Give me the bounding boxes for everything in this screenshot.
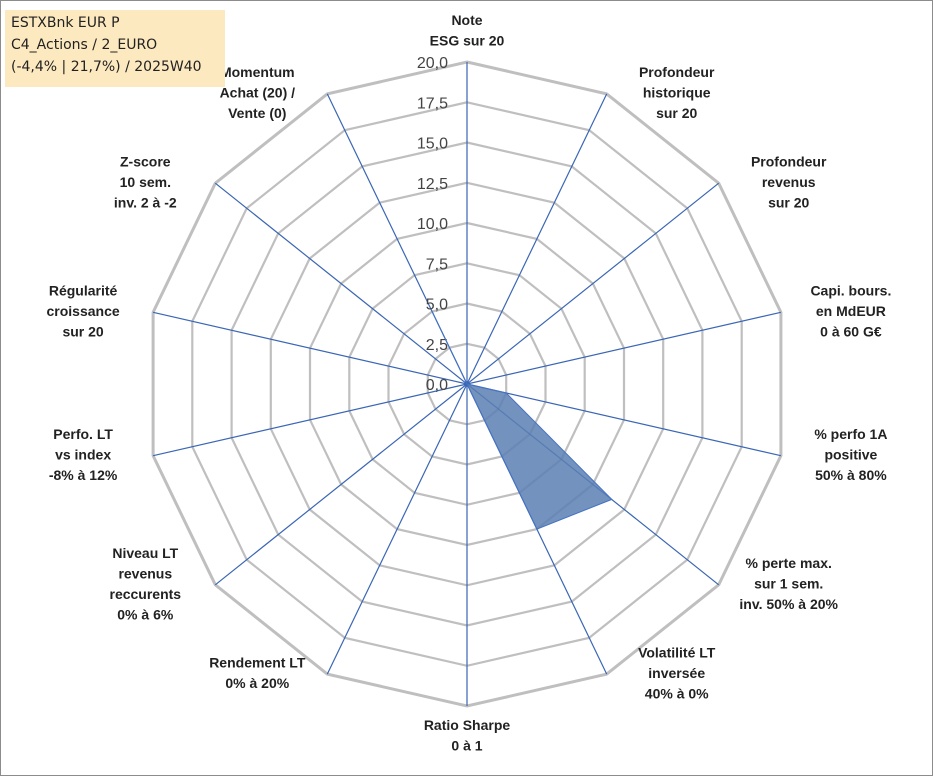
axis-label-line: sur 20 bbox=[656, 105, 697, 121]
axis-spoke bbox=[466, 311, 782, 385]
axis-label-line: sur 1 sem. bbox=[754, 576, 823, 592]
axis-label-line: -8% à 12% bbox=[49, 467, 118, 483]
axis-label-line: % perte max. bbox=[746, 555, 832, 571]
axis-label: Profondeur historique sur 20 bbox=[639, 64, 715, 121]
axis-label-line: 40% à 0% bbox=[645, 685, 709, 701]
axis-spoke bbox=[214, 182, 468, 385]
axis-label-line: Z-score bbox=[120, 154, 171, 170]
tick-label: 5,0 bbox=[426, 297, 448, 314]
axis-label-line: Achat (20) / bbox=[220, 85, 296, 101]
axis-label: Capi. bours. en MdEUR 0 à 60 G€ bbox=[810, 283, 891, 340]
info-stats: (-4,4% | 21,7%) / 2025W40 bbox=[11, 59, 202, 75]
axis-label-line: Momentum bbox=[220, 64, 295, 80]
tick-label: 7,5 bbox=[426, 256, 448, 273]
series-layer bbox=[431, 311, 613, 530]
axis-label: % perfo 1A positive 50% à 80% bbox=[814, 426, 887, 483]
axis-spoke bbox=[466, 182, 720, 385]
axis-label-line: 0% à 6% bbox=[117, 606, 174, 622]
axis-label-line: Vente (0) bbox=[228, 105, 286, 121]
axis-label: Ratio Sharpe 0 à 1 bbox=[424, 717, 511, 754]
data-series-area bbox=[431, 311, 613, 530]
axis-label-line: sur 20 bbox=[768, 195, 809, 211]
tick-label: 2,5 bbox=[426, 337, 448, 354]
axis-label: Rendement LT 0% à 20% bbox=[209, 655, 306, 692]
axis-label: Perfo. LT vs index -8% à 12% bbox=[49, 426, 118, 483]
tick-label: 10,0 bbox=[417, 216, 448, 233]
axis-label: Volatilité LT inversée 40% à 0% bbox=[638, 644, 716, 701]
tick-label: 0,0 bbox=[426, 377, 448, 394]
axis-label: Momentum Achat (20) / Vente (0) bbox=[220, 64, 296, 121]
axis-label-line: positive bbox=[824, 446, 877, 462]
axis-label-line: en MdEUR bbox=[816, 303, 886, 319]
axis-label-line: Régularité bbox=[49, 283, 118, 299]
axis-label-line: Note bbox=[451, 12, 482, 28]
tick-label: 15,0 bbox=[417, 136, 448, 153]
axis-label: % perte max. sur 1 sem. inv. 50% à 20% bbox=[739, 555, 838, 612]
axis-label-line: historique bbox=[643, 85, 711, 101]
axis-label: Profondeur revenus sur 20 bbox=[751, 154, 827, 211]
axis-label-line: reccurents bbox=[110, 586, 182, 602]
tick-label: 20,0 bbox=[417, 55, 448, 72]
axis-label: Note ESG sur 20 bbox=[430, 12, 505, 49]
axis-label-line: Niveau LT bbox=[112, 545, 178, 561]
tick-labels: 0,0 2,5 5,0 7,5 10,0 12,5 15,0 17,5 20,0 bbox=[417, 55, 448, 394]
axis-label-line: Volatilité LT bbox=[638, 644, 716, 660]
info-box: ESTXBnk EUR P C4_Actions / 2_EURO (-4,4%… bbox=[5, 10, 225, 87]
axis-label-line: revenus bbox=[118, 565, 172, 581]
axis-label-line: Profondeur bbox=[639, 64, 715, 80]
axis-label-line: croissance bbox=[47, 303, 120, 319]
axis-spoke bbox=[466, 383, 782, 457]
axis-label: Z-score 10 sem. inv. 2 à -2 bbox=[114, 154, 177, 211]
axis-label-line: % perfo 1A bbox=[814, 426, 887, 442]
tick-label: 17,5 bbox=[417, 95, 448, 112]
axis-label: Niveau LT revenus reccurents 0% à 6% bbox=[110, 545, 182, 623]
axis-label-line: Ratio Sharpe bbox=[424, 717, 511, 733]
axis-labels: Note ESG sur 20 Profondeur historique sur 20… bbox=[47, 12, 892, 754]
axis-spoke bbox=[326, 383, 468, 675]
axis-label-line: 50% à 80% bbox=[815, 467, 887, 483]
axis-label-line: inversée bbox=[648, 665, 705, 681]
axis-label-line: sur 20 bbox=[62, 324, 103, 340]
axis-label-line: Perfo. LT bbox=[53, 426, 113, 442]
info-category: C4_Actions / 2_EURO bbox=[11, 37, 158, 53]
axis-label-line: Rendement LT bbox=[209, 655, 306, 671]
axis-label-line: Capi. bours. bbox=[810, 283, 891, 299]
axis-spoke bbox=[466, 93, 608, 385]
axis-label-line: ESG sur 20 bbox=[430, 33, 505, 49]
axis-label: Régularité croissance sur 20 bbox=[47, 283, 120, 340]
tick-label: 12,5 bbox=[417, 176, 448, 193]
axis-spoke bbox=[152, 383, 468, 457]
axis-spoke bbox=[214, 383, 468, 586]
axis-label-line: 0 à 60 G€ bbox=[820, 324, 882, 340]
axis-label-line: inv. 50% à 20% bbox=[739, 596, 838, 612]
axis-label-line: vs index bbox=[55, 446, 111, 462]
axis-label-line: 10 sem. bbox=[120, 174, 171, 190]
info-title: ESTXBnk EUR P bbox=[11, 15, 120, 31]
axis-label-line: Profondeur bbox=[751, 154, 827, 170]
axis-spoke bbox=[152, 311, 468, 385]
axis-label-line: 0 à 1 bbox=[451, 738, 482, 754]
axis-label-line: revenus bbox=[762, 174, 816, 190]
axis-label-line: inv. 2 à -2 bbox=[114, 195, 177, 211]
axis-label-line: 0% à 20% bbox=[225, 675, 289, 691]
